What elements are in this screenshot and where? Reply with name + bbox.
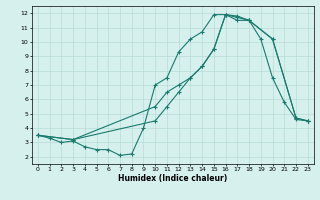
X-axis label: Humidex (Indice chaleur): Humidex (Indice chaleur) <box>118 174 228 183</box>
